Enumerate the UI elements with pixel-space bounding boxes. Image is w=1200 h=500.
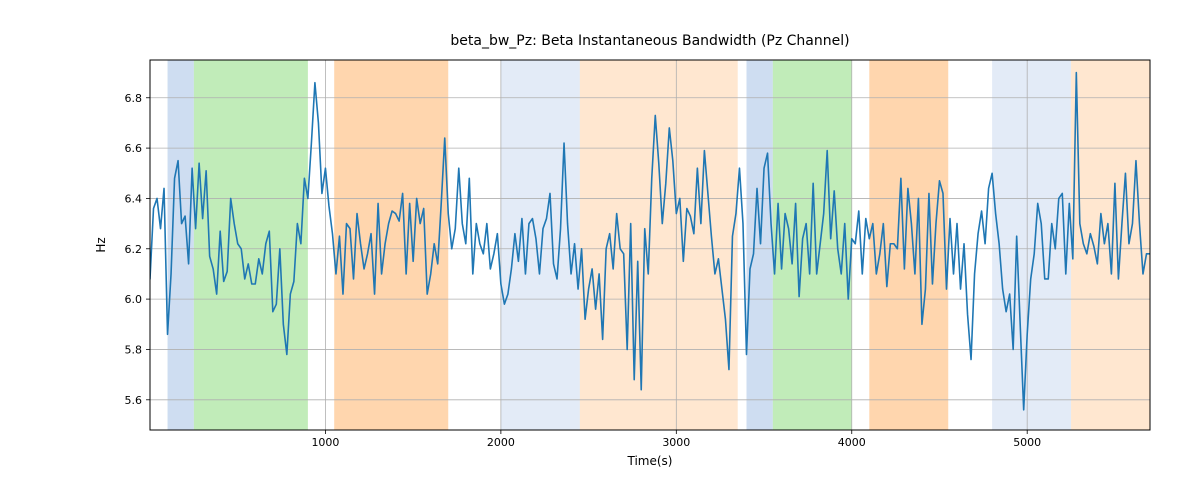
band-region — [992, 60, 1071, 430]
band-region — [746, 60, 772, 430]
x-tick-label: 4000 — [838, 436, 866, 449]
band-region — [501, 60, 580, 430]
chart-container: 1000 2000 3000 4000 5000 5.6 5.8 6.0 6.2 6.4 6.6 6.… — [0, 0, 1200, 500]
y-tick-label: 6.2 — [125, 243, 143, 256]
band-region — [194, 60, 308, 430]
x-tick-label: 1000 — [311, 436, 339, 449]
chart-title: beta_bw_Pz: Beta Instantaneous Bandwidth… — [450, 33, 849, 49]
y-tick-label: 6.6 — [125, 142, 143, 155]
x-tick-label: 5000 — [1013, 436, 1041, 449]
band-region — [580, 60, 738, 430]
y-tick-label: 5.8 — [125, 343, 143, 356]
chart-svg: 1000 2000 3000 4000 5000 5.6 5.8 6.0 6.2 6.4 6.6 6.… — [0, 0, 1200, 500]
y-tick-label: 6.0 — [125, 293, 143, 306]
y-tick-label: 6.8 — [125, 92, 143, 105]
x-tick-label: 3000 — [662, 436, 690, 449]
band-region — [1071, 60, 1150, 430]
band-region — [773, 60, 852, 430]
y-axis-label: Hz — [94, 237, 108, 252]
y-tick-label: 5.6 — [125, 394, 143, 407]
x-axis-label: Time(s) — [627, 454, 673, 468]
x-tick-label: 2000 — [487, 436, 515, 449]
y-tick-label: 6.4 — [125, 192, 143, 205]
